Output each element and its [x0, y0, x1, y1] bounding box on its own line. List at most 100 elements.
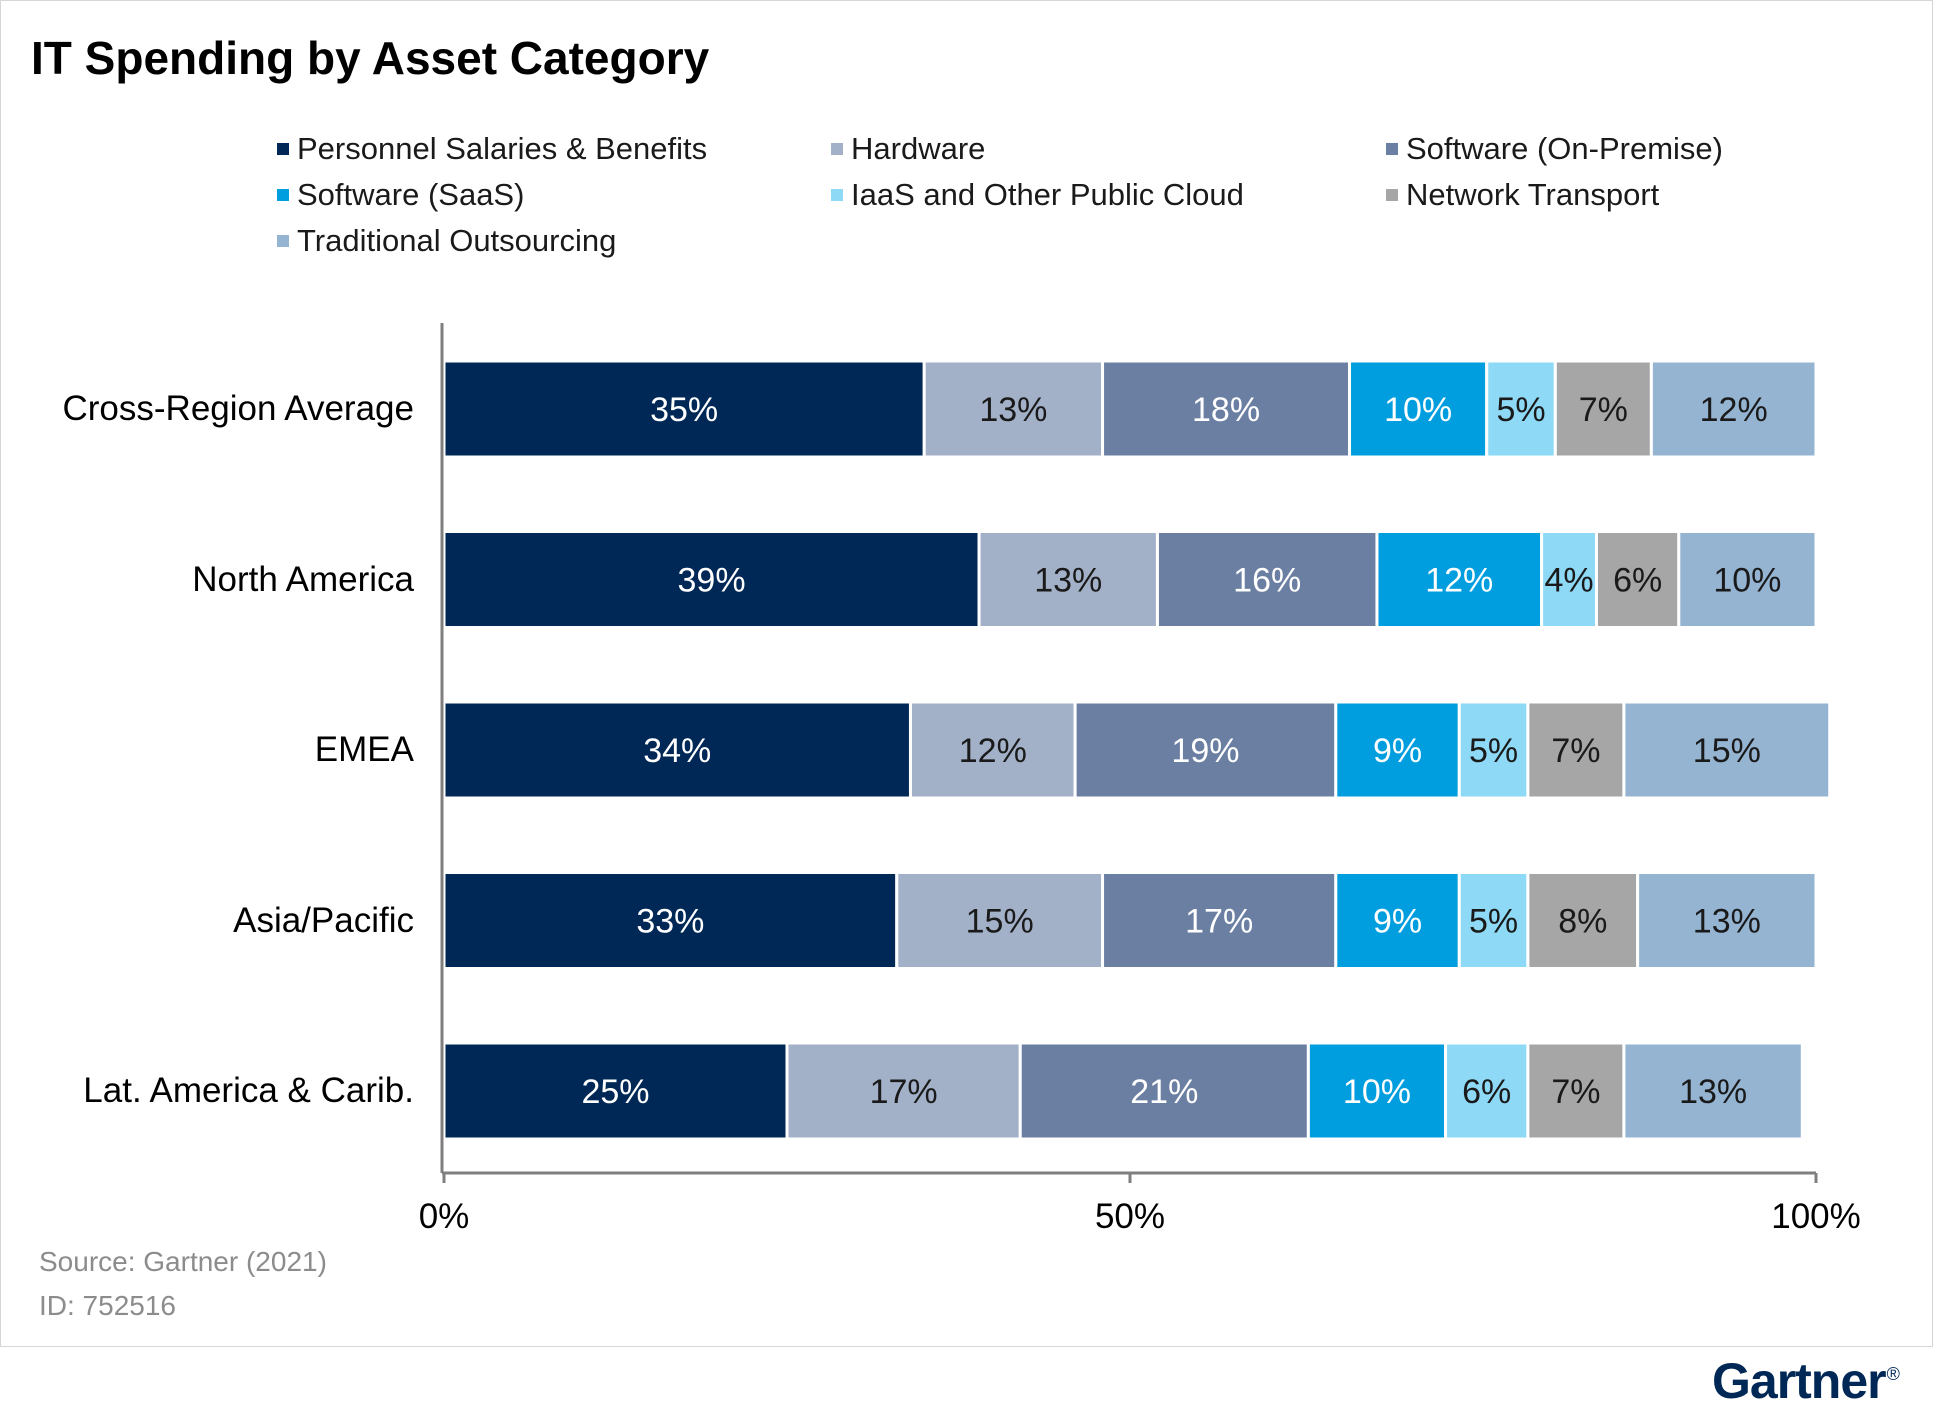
data-label: 34%	[643, 732, 711, 770]
bar-segment-cross-region-average-hardware	[922, 359, 1105, 459]
data-label: 33%	[636, 903, 704, 941]
bar-segment-asia-pacific-software-on-premise	[1101, 871, 1338, 970]
data-label: 15%	[1693, 732, 1761, 770]
data-label: 13%	[1693, 903, 1761, 941]
data-label: 10%	[1343, 1073, 1411, 1111]
bar-segment-north-america-personnel-salaries-benefits	[442, 530, 981, 629]
chart-title: IT Spending by Asset Category	[31, 32, 710, 84]
data-label: 25%	[581, 1073, 649, 1111]
bar-segment-emea-traditional-outsourcing	[1622, 700, 1832, 800]
legend-label: Traditional Outsourcing	[297, 223, 617, 258]
bar-segment-emea-software-saas	[1334, 700, 1461, 800]
bar-segment-asia-pacific-personnel-salaries-benefits	[442, 871, 899, 970]
value-axis-tick-label: 50%	[1094, 1197, 1166, 1236]
legend-swatch	[831, 189, 843, 201]
data-label: 7%	[1551, 732, 1600, 770]
legend-item-iaas-and-other-public-cloud: IaaS and Other Public Cloud	[831, 177, 1244, 213]
data-label: 6%	[1613, 562, 1662, 600]
bar-segment-asia-pacific-iaas-and-other-public-cloud	[1457, 871, 1530, 970]
bar-segment-cross-region-average-personnel-salaries-benefits	[442, 359, 926, 459]
bar-segment-lat-america-carib-traditional-outsourcing	[1622, 1041, 1804, 1141]
value-axis-tick-label: 100%	[1771, 1197, 1861, 1236]
data-label: 9%	[1373, 903, 1422, 941]
bar-segment-north-america-iaas-and-other-public-cloud	[1540, 530, 1598, 629]
data-label: 12%	[1425, 562, 1493, 600]
data-label: 5%	[1496, 391, 1545, 429]
legend-swatch	[277, 143, 289, 155]
bar-segment-emea-iaas-and-other-public-cloud	[1457, 700, 1530, 800]
data-label: 13%	[1679, 1073, 1747, 1111]
bar-segment-emea-network-transport	[1526, 700, 1626, 800]
data-label: 7%	[1579, 391, 1628, 429]
data-label: 19%	[1171, 732, 1239, 770]
data-label: 5%	[1469, 903, 1518, 941]
bar-segment-north-america-software-saas	[1375, 530, 1544, 629]
gartner-logo: Gartner®	[1712, 1352, 1900, 1410]
category-label-asia-pacific: Asia/Pacific	[233, 900, 414, 940]
data-label: 21%	[1130, 1073, 1198, 1111]
data-label: 16%	[1233, 562, 1301, 600]
legend-item-software-on-premise: Software (On-Premise)	[1386, 131, 1723, 167]
data-label: 4%	[1544, 562, 1593, 600]
category-label-emea: EMEA	[314, 730, 414, 769]
data-label: 17%	[1185, 903, 1253, 941]
data-label: 13%	[979, 391, 1047, 429]
bar-segment-north-america-software-on-premise	[1155, 530, 1379, 629]
legend-item-software-saas: Software (SaaS)	[277, 177, 524, 213]
legend-swatch	[277, 189, 289, 201]
data-label: 10%	[1713, 562, 1781, 600]
bar-segment-cross-region-average-software-on-premise	[1101, 359, 1352, 459]
document-id: ID: 752516	[39, 1290, 176, 1321]
data-label: 6%	[1462, 1073, 1511, 1111]
legend-label: Network Transport	[1406, 177, 1660, 212]
legend-label: Hardware	[851, 131, 986, 166]
bar-segment-cross-region-average-software-saas	[1348, 359, 1489, 459]
legend-swatch	[1386, 143, 1398, 155]
data-label: 35%	[650, 391, 718, 429]
legend-swatch	[277, 235, 289, 247]
data-label: 12%	[959, 732, 1027, 770]
bar-segment-lat-america-carib-hardware	[785, 1041, 1022, 1141]
data-label: 7%	[1551, 1073, 1600, 1111]
legend-label: IaaS and Other Public Cloud	[851, 177, 1244, 212]
data-label: 5%	[1469, 732, 1518, 770]
bar-segment-cross-region-average-network-transport	[1553, 359, 1653, 459]
legend-swatch	[1386, 189, 1398, 201]
legend-item-traditional-outsourcing: Traditional Outsourcing	[277, 223, 616, 259]
chart-frame: IT Spending by Asset Category Personnel …	[0, 0, 1933, 1347]
bar-segment-cross-region-average-iaas-and-other-public-cloud	[1485, 359, 1557, 459]
value-axis-tick-label: 0%	[418, 1197, 470, 1236]
category-label-cross-region-average: Cross-Region Average	[62, 389, 415, 428]
legend-item-network-transport: Network Transport	[1386, 177, 1659, 213]
data-label: 39%	[678, 562, 746, 600]
bar-segment-asia-pacific-traditional-outsourcing	[1636, 871, 1818, 970]
data-label: 12%	[1700, 391, 1768, 429]
bar-segment-emea-personnel-salaries-benefits	[442, 700, 912, 800]
legend-label: Software (On-Premise)	[1406, 131, 1723, 166]
data-label: 15%	[966, 903, 1034, 941]
data-label: 13%	[1034, 562, 1102, 600]
bar-segment-cross-region-average-traditional-outsourcing	[1649, 359, 1818, 459]
data-label: 8%	[1558, 903, 1607, 941]
source-note: Source: Gartner (2021)	[39, 1246, 327, 1277]
bar-segment-north-america-traditional-outsourcing	[1677, 530, 1818, 629]
legend-label: Software (SaaS)	[297, 177, 525, 212]
registered-mark: ®	[1886, 1364, 1900, 1385]
category-label-lat-america-carib: Lat. America & Carib.	[83, 1071, 414, 1110]
logo-text: Gartner	[1712, 1353, 1887, 1409]
legend-item-hardware: Hardware	[831, 131, 985, 167]
chart-legend: Personnel Salaries & Benefits Hardware Sof…	[1, 1, 1935, 291]
category-label-north-america: North America	[192, 559, 414, 599]
data-label: 17%	[870, 1073, 938, 1111]
plot-area: 35% 13% 18% 10% 5% 7% 12% 39% 13% 16% 12% 4% 6% 10% 34…	[440, 323, 1832, 1183]
legend-label: Personnel Salaries & Benefits	[297, 131, 708, 166]
data-label: 10%	[1384, 391, 1452, 429]
legend-swatch	[831, 143, 843, 155]
data-label: 9%	[1373, 732, 1422, 770]
bar-segment-lat-america-carib-software-saas	[1306, 1041, 1448, 1141]
data-label: 18%	[1192, 391, 1260, 429]
bar-segment-lat-america-carib-network-transport	[1526, 1041, 1626, 1141]
bar-segment-north-america-network-transport	[1594, 530, 1681, 629]
bar-segment-lat-america-carib-iaas-and-other-public-cloud	[1444, 1041, 1530, 1141]
legend-item-personnel-salaries-benefits: Personnel Salaries & Benefits	[277, 131, 707, 167]
